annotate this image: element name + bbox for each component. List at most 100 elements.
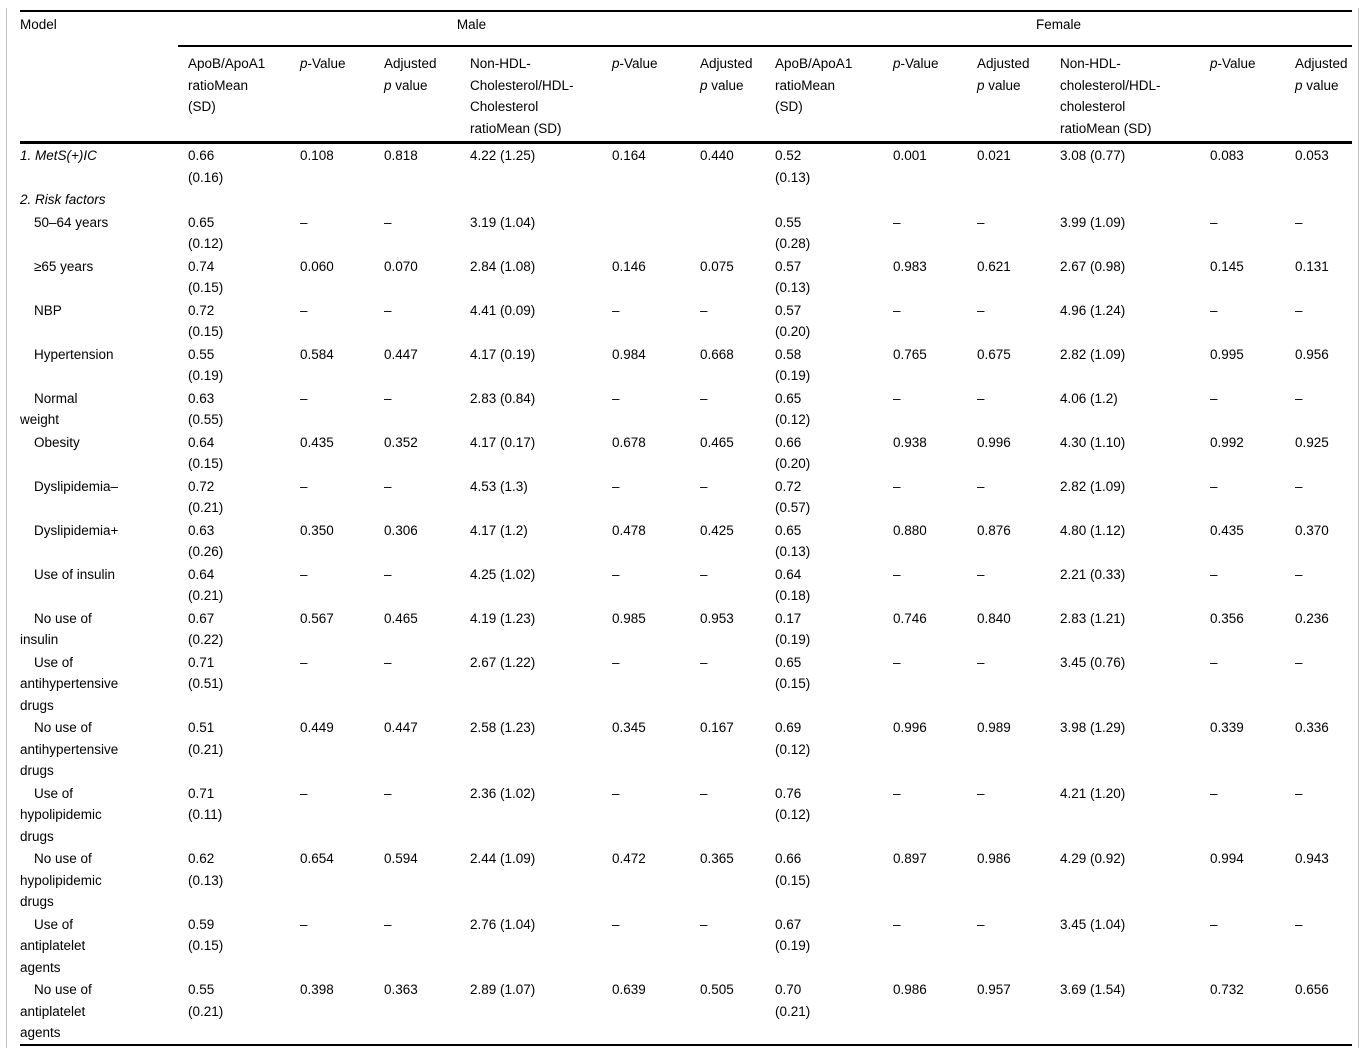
- cell: 0.59 (0.15): [188, 916, 224, 954]
- cell: 0.567: [300, 610, 334, 626]
- cell: 0.594: [384, 851, 418, 866]
- row-label: NBP: [34, 302, 62, 318]
- cell: –: [384, 916, 392, 932]
- cell: 0.365: [700, 851, 734, 866]
- cell: –: [893, 478, 901, 494]
- cell: –: [384, 478, 392, 494]
- cell: –: [612, 785, 620, 801]
- cell: 0.986: [977, 851, 1011, 866]
- cell: –: [893, 214, 901, 230]
- cell: [967, 188, 1050, 211]
- row-label: No use of antiplatelet agents: [20, 982, 92, 1040]
- cell: 0.63 (0.26): [188, 522, 224, 560]
- cell: 0.447: [384, 346, 418, 362]
- row-label: 2. Risk factors: [20, 192, 106, 207]
- cell: –: [1295, 654, 1303, 670]
- table-row: Dyslipidemia– 0.72 (0.21) – – 4.53 (1.3) – – 0.…: [20, 475, 1352, 519]
- cell: –: [893, 390, 901, 406]
- cell: 0.17 (0.19): [775, 610, 811, 648]
- cell: 0.55 (0.19): [188, 346, 224, 384]
- cell: 2.83 (1.21): [1060, 610, 1126, 626]
- cell: 0.52 (0.13): [775, 148, 811, 185]
- header-adjusted-p-female-1: Adjusted p value: [967, 46, 1051, 144]
- cell: –: [384, 214, 392, 230]
- cell: –: [700, 566, 708, 582]
- row-label: Use of insulin: [34, 566, 116, 582]
- row-label: 50–64 years: [34, 214, 109, 230]
- cell: 0.57 (0.13): [775, 258, 811, 296]
- cell: 0.66 (0.16): [188, 148, 224, 185]
- cell: 4.29 (0.92): [1060, 851, 1126, 866]
- table-row: Use of insulin 0.64 (0.21) – – 4.25 (1.02) – –…: [20, 563, 1352, 607]
- cell: 2.21 (0.33): [1060, 566, 1126, 582]
- cell: 0.67 (0.19): [775, 916, 811, 954]
- cell: –: [384, 654, 392, 670]
- cell: 0.72 (0.57): [775, 478, 811, 516]
- cell: [602, 211, 690, 255]
- cell: 0.65 (0.15): [775, 654, 811, 692]
- cell: –: [977, 916, 985, 932]
- cell: 4.06 (1.2): [1060, 390, 1118, 406]
- cell: –: [977, 390, 985, 406]
- results-table: Model Male Female ApoB/ApoA1 ratioMean (…: [20, 10, 1353, 1046]
- cell: [883, 188, 967, 211]
- row-label: Obesity: [34, 434, 80, 450]
- cell: 0.76 (0.12): [775, 785, 811, 823]
- cell: 2.36 (1.02): [470, 785, 536, 801]
- cell: –: [300, 566, 308, 582]
- header-nonhdl-ratio-male: Non-HDL- Cholesterol/HDL- Cholesterol ra…: [460, 46, 602, 144]
- cell: –: [977, 302, 985, 318]
- cell: –: [1295, 302, 1303, 318]
- cell: 0.989: [977, 720, 1011, 735]
- table-row: Use of hypolipidemic drugs 0.71 (0.11) – – 2…: [20, 782, 1352, 848]
- header-p-value-female-1: p-Value: [883, 46, 968, 144]
- cell: –: [1210, 478, 1218, 494]
- cell: –: [1295, 478, 1303, 494]
- cell: 0.425: [700, 522, 734, 538]
- cell: –: [1210, 654, 1218, 670]
- cell: –: [1210, 785, 1218, 801]
- cell: –: [384, 566, 392, 582]
- table-row: NBP 0.72 (0.15) – – 4.41 (0.09) – – 0.57 (0.20)…: [20, 299, 1352, 343]
- cell: –: [384, 302, 392, 318]
- cell: –: [384, 785, 392, 801]
- cell: 0.639: [612, 982, 646, 997]
- cell: 0.656: [1295, 982, 1329, 997]
- header-p-value-male-1: p-Value: [290, 46, 374, 144]
- cell: –: [893, 654, 901, 670]
- cell: 4.17 (0.17): [470, 434, 536, 450]
- cell: –: [1295, 916, 1303, 932]
- header-p-value-female-2: p-Value: [1200, 46, 1286, 144]
- cell: –: [1210, 916, 1218, 932]
- row-label: No use of antihypertensive drugs: [20, 720, 119, 778]
- cell: 0.398: [300, 982, 334, 997]
- cell: 0.818: [384, 148, 418, 163]
- cell: 0.306: [384, 522, 418, 538]
- cell: –: [1210, 566, 1218, 582]
- cell: –: [893, 785, 901, 801]
- cell: –: [612, 390, 620, 406]
- cell: [178, 188, 290, 211]
- cell: 0.440: [700, 148, 734, 163]
- cell: 0.167: [700, 720, 734, 735]
- table-row: No use of hypolipidemic drugs 0.62 (0.13)…: [20, 847, 1352, 913]
- cell: 0.62 (0.13): [188, 851, 224, 888]
- cell: 0.51 (0.21): [188, 720, 224, 757]
- cell: 0.363: [384, 982, 418, 997]
- cell: 0.478: [612, 522, 646, 538]
- cell: –: [612, 566, 620, 582]
- table-row: ≥65 years 0.74 (0.15) 0.060 0.070 2.84 (1.08…: [20, 255, 1352, 299]
- cell: [1200, 188, 1285, 211]
- cell: [460, 188, 602, 211]
- cell: 2.84 (1.08): [470, 258, 536, 274]
- cell: 0.65 (0.12): [775, 390, 811, 428]
- cell: 0.63 (0.55): [188, 390, 224, 428]
- table-row: Normal weight 0.63 (0.55) – – 2.83 (0.84) – – 0…: [20, 387, 1352, 431]
- cell: –: [300, 478, 308, 494]
- cell: 0.67 (0.22): [188, 610, 224, 648]
- cell: 0.925: [1295, 434, 1329, 450]
- row-label: Hypertension: [34, 346, 114, 362]
- cell: 0.131: [1295, 258, 1329, 274]
- cell: –: [612, 478, 620, 494]
- female-group-header: Female: [765, 11, 1353, 47]
